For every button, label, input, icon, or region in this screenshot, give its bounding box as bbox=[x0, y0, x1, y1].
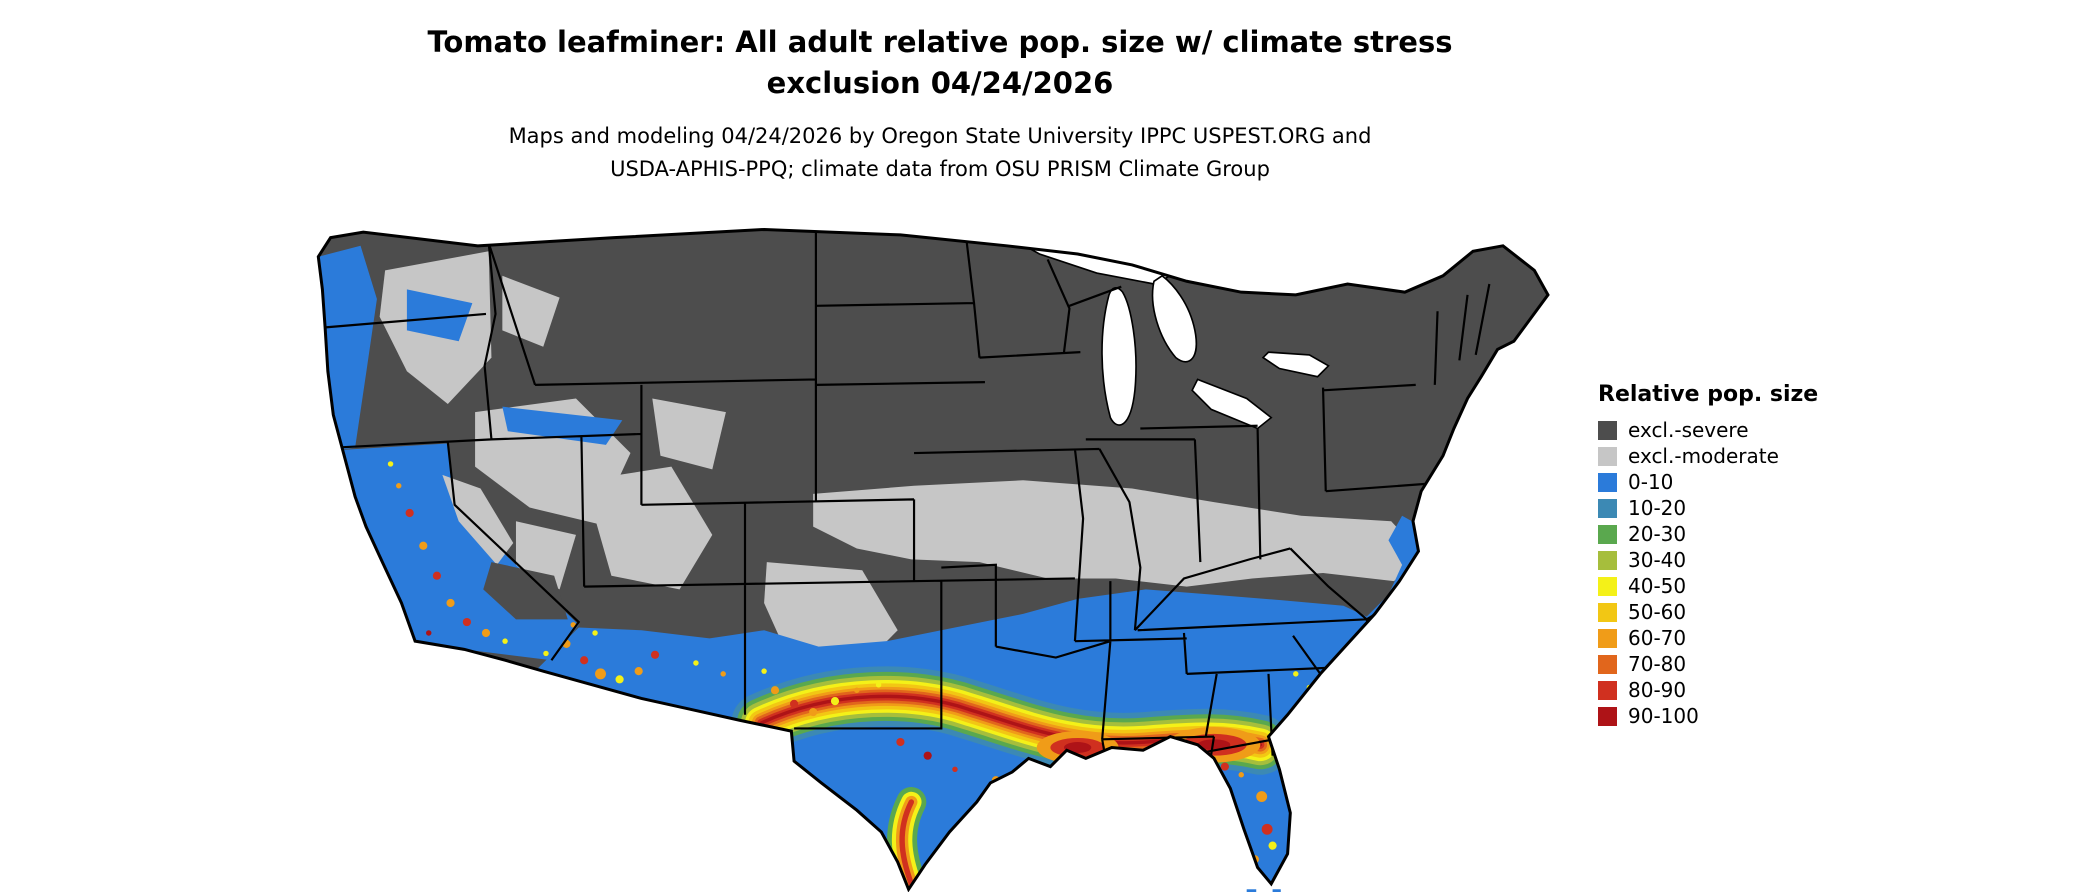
legend-label: 90-100 bbox=[1628, 704, 1699, 728]
map-legend: Relative pop. size excl.-severe excl.-mo… bbox=[1598, 382, 2018, 729]
lake-huron bbox=[1151, 274, 1198, 363]
lake-ontario bbox=[1261, 351, 1330, 378]
legend-item: excl.-moderate bbox=[1598, 443, 2018, 469]
legend-item: 0-10 bbox=[1598, 469, 2018, 495]
legend-item: 50-60 bbox=[1598, 599, 2018, 625]
legend-swatch bbox=[1598, 576, 1617, 596]
legend-item: 20-30 bbox=[1598, 521, 2018, 547]
legend-label: 20-30 bbox=[1628, 522, 1687, 546]
legend-swatch bbox=[1598, 498, 1617, 518]
legend-label: 60-70 bbox=[1628, 626, 1687, 650]
legend-swatch bbox=[1598, 472, 1617, 492]
legend-label: excl.-severe bbox=[1628, 418, 1749, 442]
conus-outline bbox=[316, 227, 1550, 892]
legend-label: 30-40 bbox=[1628, 548, 1687, 572]
mojave-severe-patch bbox=[483, 562, 568, 620]
legend-item: 30-40 bbox=[1598, 547, 2018, 573]
raster-layers bbox=[318, 229, 1548, 890]
legend-label: excl.-moderate bbox=[1628, 444, 1779, 468]
legend-swatch bbox=[1598, 654, 1617, 674]
legend-item: 40-50 bbox=[1598, 573, 2018, 599]
legend-label: 50-60 bbox=[1628, 600, 1687, 624]
legend-label: 40-50 bbox=[1628, 574, 1687, 598]
title-line-1: Tomato leafminer: All adult relative pop… bbox=[427, 25, 1453, 59]
legend-item: 90-100 bbox=[1598, 703, 2018, 729]
legend-swatch bbox=[1598, 628, 1617, 648]
legend-swatch bbox=[1598, 680, 1617, 700]
legend-item: 70-80 bbox=[1598, 651, 2018, 677]
legend-label: 0-10 bbox=[1628, 470, 1674, 494]
legend-item: 80-90 bbox=[1598, 677, 2018, 703]
subtitle-line-1: Maps and modeling 04/24/2026 by Oregon S… bbox=[508, 124, 1372, 148]
legend-item: excl.-severe bbox=[1598, 417, 2018, 443]
legend-swatch bbox=[1598, 550, 1617, 570]
legend-swatch bbox=[1598, 524, 1617, 544]
florida-keys bbox=[1246, 889, 1281, 892]
legend-label: 70-80 bbox=[1628, 652, 1687, 676]
legend-label: 80-90 bbox=[1628, 678, 1687, 702]
legend-item: 10-20 bbox=[1598, 495, 2018, 521]
page-subtitle: Maps and modeling 04/24/2026 by Oregon S… bbox=[200, 120, 1680, 186]
legend-swatch bbox=[1598, 446, 1617, 466]
conus-risk-map bbox=[314, 224, 1555, 892]
title-line-2: exclusion 04/24/2026 bbox=[766, 66, 1114, 100]
legend-swatch bbox=[1598, 420, 1617, 440]
legend-title: Relative pop. size bbox=[1598, 382, 1819, 407]
legend-swatch bbox=[1598, 706, 1617, 726]
gulf-hot-band bbox=[731, 666, 1291, 890]
page-title: Tomato leafminer: All adult relative pop… bbox=[200, 22, 1680, 104]
subtitle-line-2: USDA-APHIS-PPQ; climate data from OSU PR… bbox=[610, 157, 1270, 181]
lake-michigan bbox=[1101, 287, 1137, 426]
hotspot-speckles bbox=[387, 461, 1313, 864]
us-map-svg bbox=[316, 227, 1550, 892]
legend-label: 10-20 bbox=[1628, 496, 1687, 520]
legend-item: 60-70 bbox=[1598, 625, 2018, 651]
legend-swatch bbox=[1598, 602, 1617, 622]
